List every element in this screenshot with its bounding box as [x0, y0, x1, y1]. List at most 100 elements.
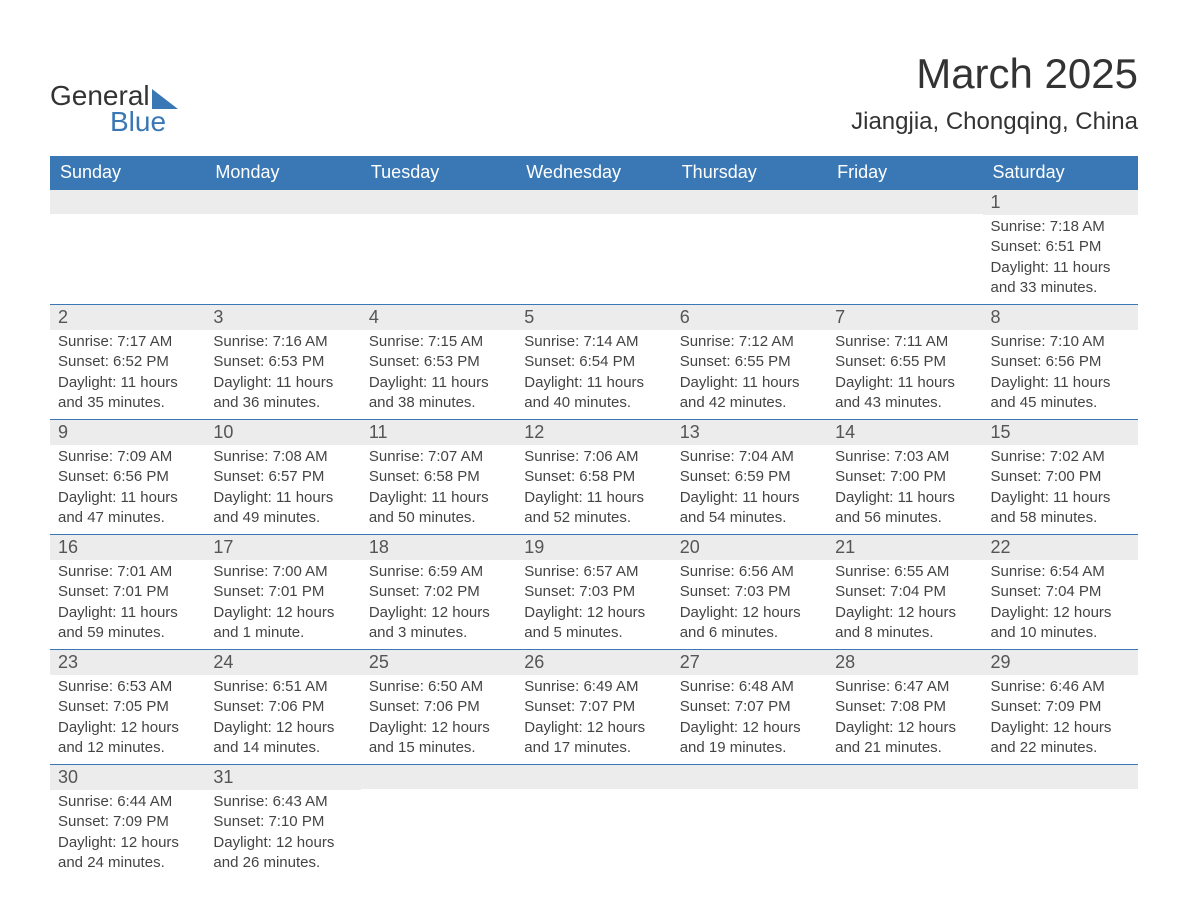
day-number-strip [672, 765, 827, 789]
day-number: 2 [58, 307, 68, 327]
daylight-line: Daylight: 12 hours and 1 minute. [213, 603, 352, 644]
day-number: 18 [369, 537, 389, 557]
sunset-line: Sunset: 7:05 PM [58, 697, 197, 717]
day-number: 24 [213, 652, 233, 672]
day-header: Sunday [50, 156, 205, 190]
day-number: 7 [835, 307, 845, 327]
calendar-day-cell: 24Sunrise: 6:51 AMSunset: 7:06 PMDayligh… [205, 650, 360, 765]
calendar-day-cell [672, 765, 827, 880]
daylight-line: Daylight: 12 hours and 6 minutes. [680, 603, 819, 644]
calendar-day-cell: 7 Sunrise: 7:11 AMSunset: 6:55 PMDaylight… [827, 305, 982, 420]
day-number: 27 [680, 652, 700, 672]
sunset-line: Sunset: 7:07 PM [680, 697, 819, 717]
day-number-strip: 2 [50, 305, 205, 330]
calendar-day-cell: 25Sunrise: 6:50 AMSunset: 7:06 PMDayligh… [361, 650, 516, 765]
calendar-day-cell [361, 765, 516, 880]
calendar-day-cell: 19Sunrise: 6:57 AMSunset: 7:03 PMDayligh… [516, 535, 671, 650]
calendar-day-cell: 29Sunrise: 6:46 AMSunset: 7:09 PMDayligh… [983, 650, 1138, 765]
logo: General Blue [50, 50, 178, 138]
calendar-week-row: 2Sunrise: 7:17 AMSunset: 6:52 PMDaylight… [50, 305, 1138, 420]
day-number-strip: 24 [205, 650, 360, 675]
daylight-line: Daylight: 11 hours and 59 minutes. [58, 603, 197, 644]
calendar-week-row: 9Sunrise: 7:09 AMSunset: 6:56 PMDaylight… [50, 420, 1138, 535]
day-detail: Sunrise: 7:17 AMSunset: 6:52 PMDaylight:… [58, 332, 197, 413]
day-number: 25 [369, 652, 389, 672]
day-number-strip: 22 [983, 535, 1138, 560]
day-detail: Sunrise: 6:48 AMSunset: 7:07 PMDaylight:… [680, 677, 819, 758]
day-number-strip [672, 190, 827, 214]
day-detail: Sunrise: 6:59 AMSunset: 7:02 PMDaylight:… [369, 562, 508, 643]
sunset-line: Sunset: 6:54 PM [524, 352, 663, 372]
day-number: 21 [835, 537, 855, 557]
sunrise-line: Sunrise: 6:43 AM [213, 792, 352, 812]
calendar-day-cell: 21 Sunrise: 6:55 AMSunset: 7:04 PMDayligh… [827, 535, 982, 650]
month-title: March 2025 [851, 50, 1138, 98]
calendar-day-cell: 16Sunrise: 7:01 AMSunset: 7:01 PMDayligh… [50, 535, 205, 650]
daylight-line: Daylight: 12 hours and 26 minutes. [213, 833, 352, 874]
daylight-line: Daylight: 12 hours and 5 minutes. [524, 603, 663, 644]
daylight-line: Daylight: 11 hours and 52 minutes. [524, 488, 663, 529]
sunrise-line: Sunrise: 7:07 AM [369, 447, 508, 467]
sunrise-line: Sunrise: 7:17 AM [58, 332, 197, 352]
sunrise-line: Sunrise: 6:48 AM [680, 677, 819, 697]
calendar-day-cell [827, 190, 982, 305]
daylight-line: Daylight: 11 hours and 45 minutes. [991, 373, 1130, 414]
day-detail: Sunrise: 7:14 AMSunset: 6:54 PMDaylight:… [524, 332, 663, 413]
sunrise-line: Sunrise: 7:08 AM [213, 447, 352, 467]
calendar-day-cell: 14Sunrise: 7:03 AMSunset: 7:00 PMDayligh… [827, 420, 982, 535]
day-detail: Sunrise: 7:02 AMSunset: 7:00 PMDaylight:… [991, 447, 1130, 528]
day-number-strip: 3 [205, 305, 360, 330]
calendar-day-cell: 26Sunrise: 6:49 AMSunset: 7:07 PMDayligh… [516, 650, 671, 765]
day-detail: Sunrise: 6:55 AMSunset: 7:04 PMDaylight:… [835, 562, 974, 643]
calendar-day-cell: 28Sunrise: 6:47 AMSunset: 7:08 PMDayligh… [827, 650, 982, 765]
day-number-strip [827, 765, 982, 789]
daylight-line: Daylight: 11 hours and 50 minutes. [369, 488, 508, 529]
daylight-line: Daylight: 12 hours and 17 minutes. [524, 718, 663, 759]
day-detail: Sunrise: 6:44 AMSunset: 7:09 PMDaylight:… [58, 792, 197, 873]
day-detail: Sunrise: 7:18 AMSunset: 6:51 PMDaylight:… [991, 217, 1130, 298]
calendar-day-cell [827, 765, 982, 880]
day-detail: Sunrise: 6:53 AMSunset: 7:05 PMDaylight:… [58, 677, 197, 758]
day-number-strip: 12 [516, 420, 671, 445]
daylight-line: Daylight: 11 hours and 36 minutes. [213, 373, 352, 414]
daylight-line: Daylight: 12 hours and 22 minutes. [991, 718, 1130, 759]
daylight-line: Daylight: 12 hours and 14 minutes. [213, 718, 352, 759]
sunrise-line: Sunrise: 6:44 AM [58, 792, 197, 812]
calendar-day-cell: 10Sunrise: 7:08 AMSunset: 6:57 PMDayligh… [205, 420, 360, 535]
calendar-day-cell: 6Sunrise: 7:12 AMSunset: 6:55 PMDaylight… [672, 305, 827, 420]
sunset-line: Sunset: 6:59 PM [680, 467, 819, 487]
day-detail: Sunrise: 7:11 AMSunset: 6:55 PMDaylight:… [835, 332, 974, 413]
day-number-strip: 16 [50, 535, 205, 560]
day-number-strip: 5 [516, 305, 671, 330]
day-header: Saturday [983, 156, 1138, 190]
day-number-strip [983, 765, 1138, 789]
day-number: 5 [524, 307, 534, 327]
sunrise-line: Sunrise: 7:09 AM [58, 447, 197, 467]
day-number: 30 [58, 767, 78, 787]
day-detail: Sunrise: 6:57 AMSunset: 7:03 PMDaylight:… [524, 562, 663, 643]
sunset-line: Sunset: 7:06 PM [213, 697, 352, 717]
sunrise-line: Sunrise: 7:18 AM [991, 217, 1130, 237]
daylight-line: Daylight: 12 hours and 19 minutes. [680, 718, 819, 759]
sunrise-line: Sunrise: 7:14 AM [524, 332, 663, 352]
day-detail: Sunrise: 6:54 AMSunset: 7:04 PMDaylight:… [991, 562, 1130, 643]
sunrise-line: Sunrise: 6:53 AM [58, 677, 197, 697]
calendar-day-cell [672, 190, 827, 305]
day-detail: Sunrise: 7:12 AMSunset: 6:55 PMDaylight:… [680, 332, 819, 413]
sunset-line: Sunset: 7:01 PM [213, 582, 352, 602]
daylight-line: Daylight: 11 hours and 49 minutes. [213, 488, 352, 529]
sunset-line: Sunset: 6:52 PM [58, 352, 197, 372]
day-detail: Sunrise: 7:04 AMSunset: 6:59 PMDaylight:… [680, 447, 819, 528]
daylight-line: Daylight: 12 hours and 10 minutes. [991, 603, 1130, 644]
logo-text-blue: Blue [110, 106, 166, 138]
day-number: 29 [991, 652, 1011, 672]
day-detail: Sunrise: 7:16 AMSunset: 6:53 PMDaylight:… [213, 332, 352, 413]
sunrise-line: Sunrise: 6:50 AM [369, 677, 508, 697]
calendar-day-cell: 1Sunrise: 7:18 AMSunset: 6:51 PMDaylight… [983, 190, 1138, 305]
calendar-day-cell [205, 190, 360, 305]
day-number: 17 [213, 537, 233, 557]
day-number: 4 [369, 307, 379, 327]
day-number-strip: 10 [205, 420, 360, 445]
day-number-strip: 9 [50, 420, 205, 445]
day-number-strip [516, 190, 671, 214]
